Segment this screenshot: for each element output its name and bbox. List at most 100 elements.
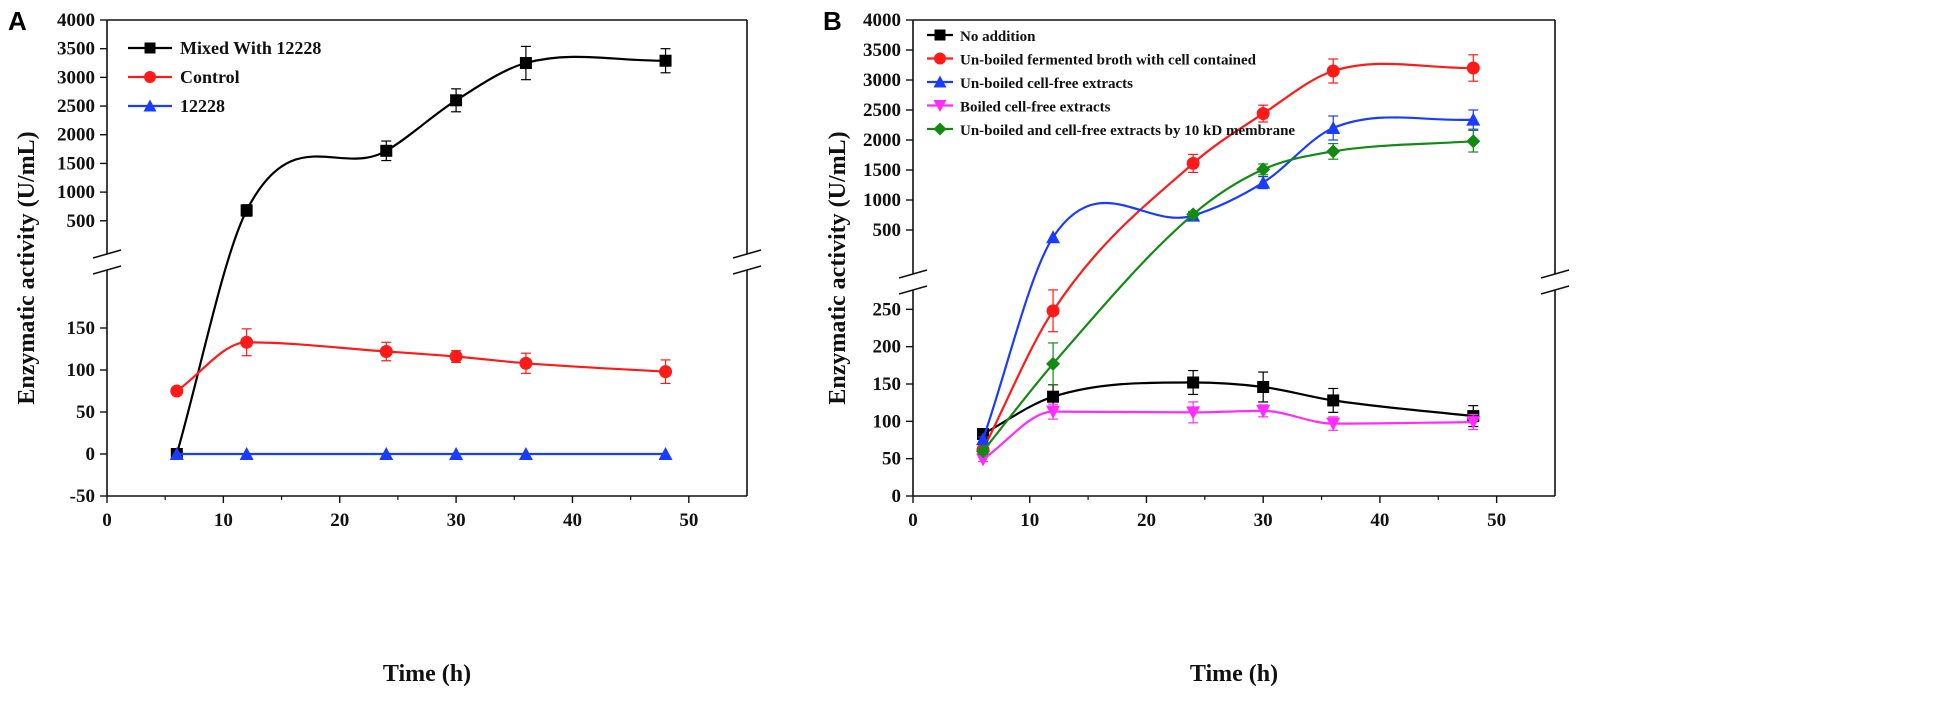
y-tick-label: 100 <box>67 360 96 381</box>
y-tick-label: 3500 <box>57 39 95 60</box>
legend-label: Mixed With 12228 <box>180 38 321 58</box>
data-point <box>976 432 991 446</box>
y-tick-label: 2500 <box>863 100 901 121</box>
series-1 <box>977 369 1480 441</box>
y-tick-label: -50 <box>70 486 95 507</box>
y-tick-label: 0 <box>86 444 96 465</box>
x-tick-label: 30 <box>447 510 466 531</box>
data-point <box>1257 380 1270 393</box>
y-axis-title: Enzymatic activity (U/mL) <box>14 131 40 404</box>
axis-break-mark <box>898 269 928 279</box>
y-tick-label: 1500 <box>57 153 95 174</box>
series-2 <box>170 328 673 398</box>
legend-marker <box>144 42 156 54</box>
y-tick-label: 2000 <box>863 130 901 151</box>
data-point <box>1186 406 1201 420</box>
data-point <box>379 345 393 359</box>
legend-label: Un-boiled fermented broth with cell cont… <box>960 53 1257 69</box>
legend-marker <box>144 71 156 83</box>
data-point <box>519 356 533 370</box>
data-point <box>169 447 184 460</box>
y-tick-label: 200 <box>873 337 902 358</box>
x-axis-title: Time (h) <box>383 661 471 687</box>
data-point <box>449 447 464 460</box>
legend-label: Un-boiled cell-free extracts <box>960 76 1133 92</box>
x-tick-label: 20 <box>1137 510 1156 531</box>
legend: Mixed With 12228 Control 12228 <box>128 38 321 116</box>
y-tick-label: 2000 <box>57 125 95 146</box>
y-tick-label: 50 <box>76 402 95 423</box>
data-point <box>380 144 393 157</box>
series-line <box>982 409 1474 461</box>
data-point <box>1186 156 1200 170</box>
data-point <box>518 447 533 460</box>
data-point <box>1256 175 1271 189</box>
data-point <box>1046 304 1060 318</box>
data-point <box>449 350 463 364</box>
data-point <box>1256 162 1271 177</box>
data-point <box>1046 356 1061 371</box>
legend-label: Boiled cell-free extracts <box>960 100 1111 116</box>
data-point <box>1466 112 1481 126</box>
y-tick-label: 150 <box>873 374 902 395</box>
legend-marker <box>934 52 946 65</box>
axis-break-mark <box>1540 285 1570 295</box>
data-point <box>1256 107 1270 121</box>
y-tick-label: 50 <box>882 449 901 470</box>
data-point <box>1326 64 1340 78</box>
data-point <box>450 94 463 107</box>
axis-break-mark <box>898 285 928 295</box>
y-tick-label: 2500 <box>57 96 95 117</box>
data-point <box>976 453 991 467</box>
axis-break-mark <box>92 265 122 275</box>
x-tick-label: 50 <box>1487 510 1506 531</box>
x-tick-label: 30 <box>1254 510 1273 531</box>
series-4 <box>976 401 1481 467</box>
y-tick-label: 100 <box>873 411 902 432</box>
series-line <box>175 55 666 455</box>
y-tick-label: 250 <box>873 299 902 320</box>
data-point <box>1466 61 1480 75</box>
legend-label: 12228 <box>180 96 225 116</box>
y-axis-title: Enzymatic activity (U/mL) <box>825 131 851 404</box>
data-point <box>658 447 673 460</box>
y-tick-label: 500 <box>67 211 96 232</box>
series-line <box>176 341 666 392</box>
data-point <box>1466 416 1481 430</box>
data-point <box>1046 230 1061 244</box>
data-point <box>1256 404 1271 418</box>
data-point <box>170 384 184 398</box>
data-point <box>240 335 254 349</box>
x-axis-title: Time (h) <box>1190 661 1278 687</box>
data-point <box>1187 376 1200 389</box>
y-tick-label: 4000 <box>57 10 95 31</box>
legend-marker <box>933 100 947 112</box>
x-tick-label: 50 <box>679 510 698 531</box>
series-1 <box>170 45 672 460</box>
data-point <box>1186 207 1201 222</box>
legend-marker <box>933 122 947 136</box>
data-point <box>1326 144 1341 159</box>
y-tick-label: 0 <box>892 486 902 507</box>
legend-label: Control <box>180 67 240 87</box>
legend-label: Un-boiled and cell-free extracts by 10 k… <box>960 123 1295 139</box>
y-tick-label: 1500 <box>863 160 901 181</box>
legend-marker <box>934 29 946 41</box>
chart-panel-b: B0 10 20 30 40 500501001502002505001000150020… <box>823 6 1570 687</box>
axis-break-mark <box>92 249 122 259</box>
data-point <box>1326 121 1341 134</box>
chart-panel-a: A 0 10 20 30 40 50 -50 0 50 100 150 500 1000 1500 2000 2… <box>8 6 762 687</box>
data-point <box>1046 405 1061 419</box>
x-tick-label: 40 <box>563 510 582 531</box>
legend: No addition Un-boiled fermented broth wit… <box>927 29 1295 139</box>
data-point <box>240 204 253 217</box>
legend-marker <box>143 99 157 112</box>
x-tick-label: 10 <box>214 510 233 531</box>
data-point <box>519 57 532 70</box>
x-tick-label: 20 <box>330 510 349 531</box>
y-tick-label: 1000 <box>863 190 901 211</box>
y-tick-label: 500 <box>873 220 902 241</box>
data-point <box>1327 394 1340 407</box>
y-tick-label: 3500 <box>863 40 901 61</box>
